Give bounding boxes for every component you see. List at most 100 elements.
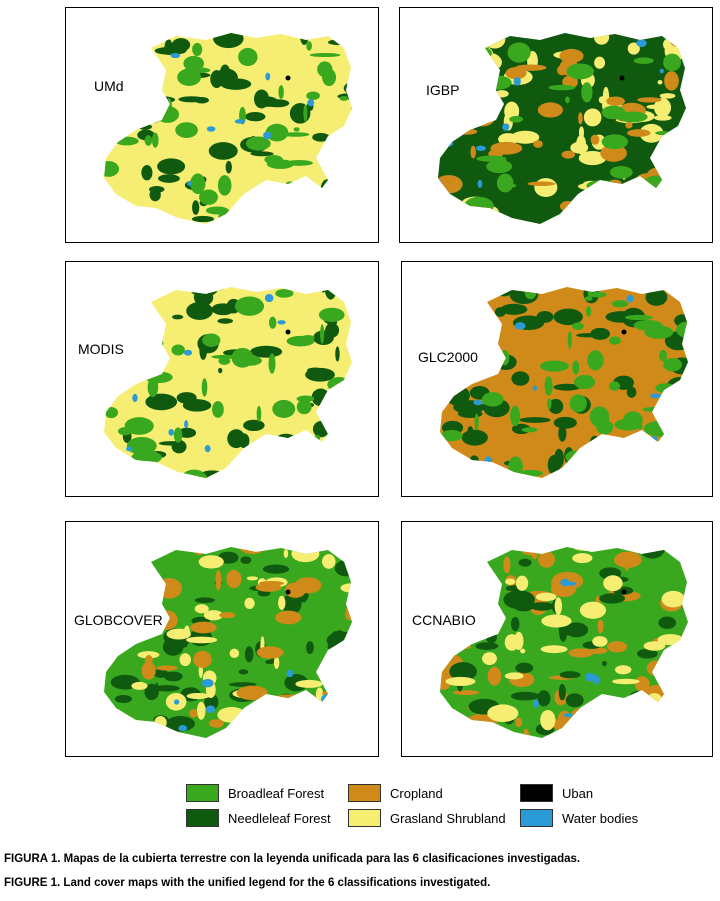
land-cover-patch <box>111 578 121 598</box>
map-panel-globcover: GLOBCOVER <box>65 521 379 757</box>
land-cover-patch <box>253 89 270 109</box>
land-cover-patch <box>572 360 580 375</box>
map-label: GLC2000 <box>418 349 478 365</box>
land-cover-patch <box>194 97 209 104</box>
land-cover-patch <box>241 208 270 222</box>
land-cover-patch <box>643 420 676 437</box>
land-cover-patch <box>642 406 675 413</box>
land-cover-patch <box>666 419 685 427</box>
land-cover-patch <box>626 439 638 448</box>
land-cover-patch <box>609 166 633 179</box>
land-cover-patch <box>477 59 499 67</box>
land-cover-patch <box>189 708 198 718</box>
land-cover-patch <box>514 603 533 612</box>
land-cover-patch <box>320 324 325 344</box>
land-cover-patch <box>655 214 664 224</box>
land-cover-patch <box>208 142 238 160</box>
land-cover-patch <box>637 97 662 103</box>
land-cover-patch <box>192 42 203 56</box>
land-cover-patch <box>175 122 198 138</box>
land-cover-patch <box>603 575 623 592</box>
land-cover-patch <box>201 678 214 688</box>
land-cover-patch <box>293 127 300 132</box>
map-panel-umd: UMd <box>65 7 379 243</box>
land-cover-patch <box>186 476 212 478</box>
land-cover-patch <box>456 313 464 333</box>
land-cover-patch <box>449 662 477 681</box>
land-cover-patch <box>563 713 573 718</box>
land-cover-patch <box>250 345 283 358</box>
land-cover-patch <box>443 68 450 74</box>
land-cover-patch <box>246 576 259 581</box>
land-cover-patch <box>295 679 323 688</box>
land-cover-patch <box>340 583 352 593</box>
land-cover-patch <box>158 339 164 347</box>
land-cover-patch <box>626 294 634 303</box>
land-cover-patch <box>272 399 296 418</box>
land-cover-patch <box>440 302 448 315</box>
land-cover-patch <box>464 466 481 478</box>
land-cover-patch <box>191 215 215 223</box>
land-cover-patch <box>509 115 524 123</box>
land-cover-patch <box>265 659 275 665</box>
land-cover-patch <box>277 694 303 700</box>
land-cover-patch <box>204 444 211 453</box>
land-cover-patch <box>148 356 161 361</box>
land-cover-patch <box>631 735 646 738</box>
land-cover-patch <box>642 175 671 196</box>
land-cover-patch <box>340 204 352 214</box>
land-cover-patch <box>553 416 577 429</box>
land-cover-patch <box>132 107 164 124</box>
land-cover-patch <box>646 660 667 677</box>
land-cover-patch <box>228 731 238 738</box>
land-cover-patch <box>157 158 186 175</box>
land-cover-patch <box>578 151 607 166</box>
land-cover-patch <box>250 151 274 157</box>
legend-label: Cropland <box>390 785 443 801</box>
land-cover-patch <box>475 642 499 650</box>
land-cover-patch <box>294 188 301 195</box>
land-cover-patch <box>266 159 295 169</box>
land-cover-patch <box>268 353 276 374</box>
land-cover-patch <box>496 173 514 193</box>
land-cover-patch <box>303 104 308 122</box>
map-label: MODIS <box>78 341 124 357</box>
land-cover-patch <box>504 672 524 680</box>
land-cover-patch <box>322 68 337 87</box>
land-cover-patch <box>625 314 653 321</box>
land-cover-patch <box>327 459 347 467</box>
legend-swatch <box>348 809 381 827</box>
map-label: GLOBCOVER <box>74 612 163 628</box>
land-cover-patch <box>485 216 515 224</box>
land-cover-patch <box>143 366 158 378</box>
land-cover-patch <box>613 551 642 568</box>
land-cover-patch <box>548 398 564 414</box>
land-cover-patch <box>438 63 464 71</box>
land-cover-patch <box>599 593 626 604</box>
land-cover-patch <box>565 450 585 464</box>
land-cover-patch <box>156 578 183 599</box>
land-cover-patch <box>659 656 686 670</box>
land-cover-patch <box>487 666 502 686</box>
figure-caption-spanish: FIGURA 1. Mapas de la cubierta terrestre… <box>4 853 581 865</box>
land-cover-patch <box>277 320 286 325</box>
land-cover-patch <box>341 420 346 428</box>
map-panel-glc2000: GLC2000 <box>401 261 713 497</box>
land-cover-patch <box>196 701 206 720</box>
land-cover-patch <box>275 710 283 732</box>
land-cover-patch <box>217 175 232 196</box>
land-cover-patch <box>611 212 617 218</box>
land-cover-patch <box>276 203 296 221</box>
land-cover-patch <box>544 376 553 396</box>
land-cover-patch <box>139 597 156 611</box>
legend-label: Needleleaf Forest <box>228 810 331 826</box>
land-cover-patch <box>185 636 218 644</box>
land-cover-patch <box>531 547 538 560</box>
land-cover-patch <box>208 719 224 728</box>
land-cover-patch <box>522 548 540 556</box>
land-cover-patch <box>578 126 585 139</box>
land-cover-patch <box>608 714 630 728</box>
land-cover-patch <box>587 350 604 371</box>
land-cover-patch <box>275 288 294 298</box>
land-cover-patch <box>278 85 284 100</box>
